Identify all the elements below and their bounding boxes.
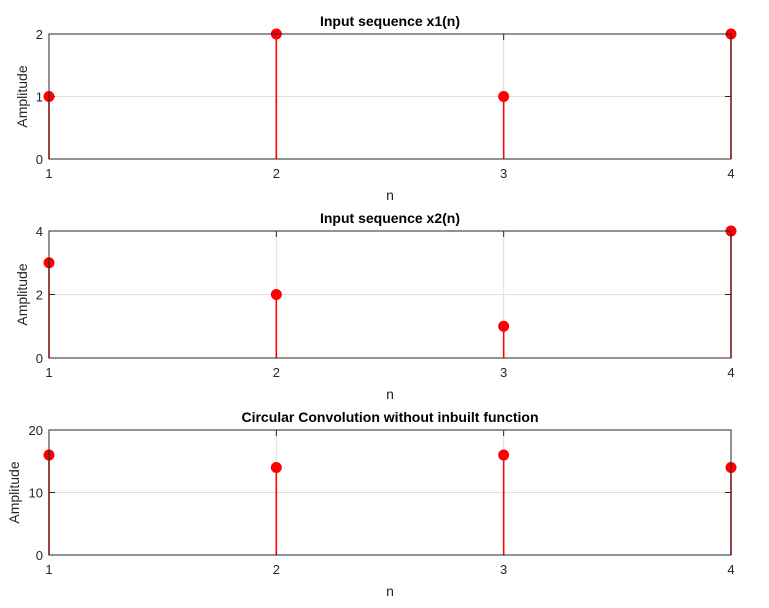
chart-title: Circular Convolution without inbuilt fun… bbox=[241, 409, 538, 425]
axes-box bbox=[48, 33, 732, 160]
y-tick-label: 10 bbox=[29, 486, 43, 501]
y-tick-label: 0 bbox=[36, 351, 43, 366]
x-tick-label: 3 bbox=[500, 166, 507, 181]
x-axis-label: n bbox=[386, 583, 394, 599]
stem-marker bbox=[498, 91, 510, 102]
y-axis-label: Amplitude bbox=[14, 65, 30, 127]
y-tick-label: 2 bbox=[36, 288, 43, 303]
subplot-3: 1 2 3 4 0 10 20 Circular Convolution without in… bbox=[6, 409, 737, 599]
y-axis-label: Amplitude bbox=[6, 461, 22, 523]
y-tick-label: 0 bbox=[36, 548, 43, 563]
x-axis-label: n bbox=[386, 386, 394, 402]
x-tick-label: 1 bbox=[45, 562, 52, 577]
y-tick-label: 2 bbox=[36, 27, 43, 42]
chart-title: Input sequence x2(n) bbox=[320, 210, 460, 226]
chart-title: Input sequence x1(n) bbox=[320, 13, 460, 29]
y-tick-label: 20 bbox=[29, 423, 43, 438]
stem-marker bbox=[498, 449, 510, 461]
y-tick-label: 4 bbox=[36, 224, 43, 239]
stem-marker bbox=[270, 462, 282, 473]
x-tick-label: 4 bbox=[727, 562, 734, 577]
x-tick-label: 3 bbox=[500, 562, 507, 577]
x-tick-label: 1 bbox=[45, 166, 52, 181]
axes-box bbox=[48, 429, 732, 556]
x-tick-label: 2 bbox=[273, 562, 280, 577]
stem-marker bbox=[498, 320, 510, 332]
x-tick-label: 3 bbox=[500, 365, 507, 380]
x-tick-label: 4 bbox=[727, 365, 734, 380]
x-tick-label: 2 bbox=[273, 166, 280, 181]
y-tick-label: 0 bbox=[36, 152, 43, 167]
axes-box bbox=[48, 230, 732, 359]
x-tick-label: 1 bbox=[45, 365, 52, 380]
x-axis-label: n bbox=[386, 187, 394, 203]
y-axis-label: Amplitude bbox=[14, 263, 30, 325]
subplot-2: 1 2 3 4 0 2 4 Input sequence x2(n) n Amplitude bbox=[14, 210, 737, 402]
x-tick-label: 4 bbox=[727, 166, 734, 181]
stem-marker bbox=[270, 289, 282, 300]
y-tick-label: 1 bbox=[36, 90, 43, 105]
x-tick-label: 2 bbox=[273, 365, 280, 380]
